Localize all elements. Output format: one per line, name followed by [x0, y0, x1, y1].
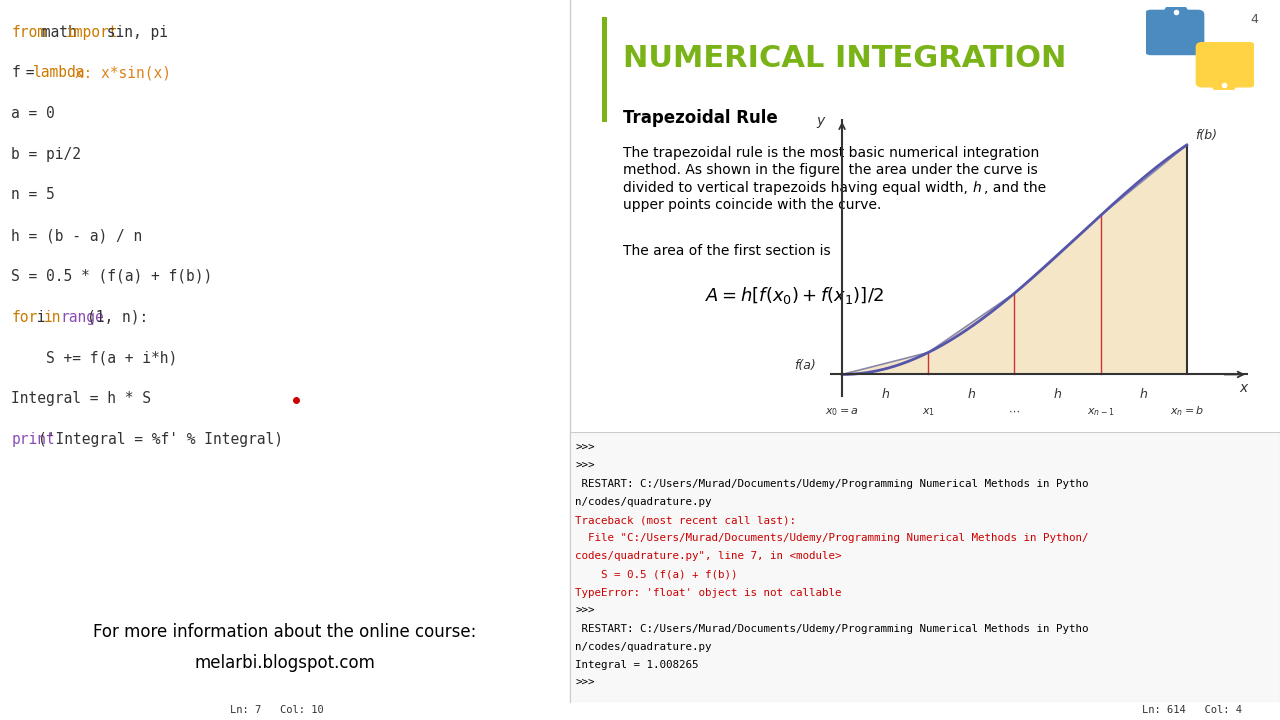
FancyBboxPatch shape	[602, 17, 607, 122]
Text: ('Integral = %f' % Integral): ('Integral = %f' % Integral)	[38, 432, 283, 446]
Text: n = 5: n = 5	[12, 187, 55, 202]
Text: i: i	[28, 310, 54, 325]
Text: for: for	[12, 310, 37, 325]
Text: RESTART: C:/Users/Murad/Documents/Udemy/Programming Numerical Methods in Pytho: RESTART: C:/Users/Murad/Documents/Udemy/…	[575, 624, 1089, 634]
Text: NUMERICAL INTEGRATION: NUMERICAL INTEGRATION	[623, 45, 1066, 73]
Text: The trapezoidal rule is the most basic numerical integration: The trapezoidal rule is the most basic n…	[623, 146, 1039, 160]
Text: 4: 4	[1251, 13, 1258, 26]
Polygon shape	[842, 145, 1187, 374]
Text: h: h	[968, 388, 975, 401]
Text: y: y	[815, 114, 824, 127]
Text: =: =	[17, 66, 44, 81]
Text: $x_0{=}a$: $x_0{=}a$	[826, 406, 859, 418]
Text: n/codes/quadrature.py: n/codes/quadrature.py	[575, 642, 712, 652]
Text: codes/quadrature.py", line 7, in <module>: codes/quadrature.py", line 7, in <module…	[575, 552, 842, 562]
Text: $A = h[f(x_0) + f(x_1)]/2$: $A = h[f(x_0) + f(x_1)]/2$	[704, 285, 883, 306]
Text: f(a): f(a)	[794, 359, 815, 372]
Text: h = (b - a) / n: h = (b - a) / n	[12, 228, 142, 243]
Text: from: from	[12, 24, 46, 40]
Text: x: x	[1239, 381, 1248, 395]
Text: h: h	[973, 181, 982, 195]
Text: math: math	[33, 24, 86, 40]
Text: File "C:/Users/Murad/Documents/Udemy/Programming Numerical Methods in Python/: File "C:/Users/Murad/Documents/Udemy/Pro…	[575, 534, 1089, 544]
Text: Integral = 1.008265: Integral = 1.008265	[575, 660, 699, 670]
Text: divided to vertical trapezoids having equal width,: divided to vertical trapezoids having eq…	[623, 181, 972, 195]
Text: x: x*sin(x): x: x*sin(x)	[65, 66, 170, 81]
Text: $x_n{=}b$: $x_n{=}b$	[1170, 404, 1204, 418]
Text: >>>: >>>	[575, 461, 595, 471]
Text: lambda: lambda	[33, 66, 86, 81]
Text: For more information about the online course:: For more information about the online co…	[93, 623, 476, 641]
Text: f(b): f(b)	[1196, 129, 1217, 142]
Text: a = 0: a = 0	[12, 106, 55, 121]
Text: b = pi/2: b = pi/2	[12, 147, 82, 162]
FancyBboxPatch shape	[570, 432, 1280, 702]
Text: melarbi.blogspot.com: melarbi.blogspot.com	[195, 654, 375, 672]
Text: $x_1$: $x_1$	[922, 406, 934, 418]
Text: RESTART: C:/Users/Murad/Documents/Udemy/Programming Numerical Methods in Pytho: RESTART: C:/Users/Murad/Documents/Udemy/…	[575, 479, 1089, 489]
Text: Trapezoidal Rule: Trapezoidal Rule	[623, 109, 778, 127]
FancyBboxPatch shape	[1196, 42, 1256, 88]
Text: , and the: , and the	[984, 181, 1047, 195]
Circle shape	[1212, 76, 1236, 94]
Text: n/codes/quadrature.py: n/codes/quadrature.py	[575, 497, 712, 507]
Text: range: range	[60, 310, 104, 325]
Text: $x_{n-1}$: $x_{n-1}$	[1087, 406, 1115, 418]
Text: h: h	[881, 388, 890, 401]
Text: S = 0.5 * (f(a) + f(b)): S = 0.5 * (f(a) + f(b))	[12, 269, 212, 284]
Text: upper points coincide with the curve.: upper points coincide with the curve.	[623, 198, 881, 212]
Text: Traceback (most recent call last):: Traceback (most recent call last):	[575, 516, 796, 525]
Text: f: f	[12, 66, 20, 81]
Text: S = 0.5 (f(a) + f(b)): S = 0.5 (f(a) + f(b))	[575, 570, 737, 580]
Text: Integral = h * S: Integral = h * S	[12, 391, 151, 406]
Text: Ln: 614   Col: 4: Ln: 614 Col: 4	[1142, 706, 1242, 715]
Text: sin, pi: sin, pi	[99, 24, 168, 40]
Text: (1, n):: (1, n):	[87, 310, 148, 325]
FancyBboxPatch shape	[1144, 9, 1204, 55]
Circle shape	[1164, 3, 1188, 22]
Text: h: h	[1053, 388, 1061, 401]
Text: h: h	[1139, 388, 1148, 401]
Text: >>>: >>>	[575, 443, 595, 453]
Text: >>>: >>>	[575, 606, 595, 616]
Text: $\cdots$: $\cdots$	[1009, 406, 1020, 416]
Text: TypeError: 'float' object is not callable: TypeError: 'float' object is not callabl…	[575, 588, 842, 598]
Text: print: print	[12, 432, 55, 446]
Text: S += f(a + i*h): S += f(a + i*h)	[12, 351, 178, 365]
Text: The area of the first section is: The area of the first section is	[623, 244, 831, 258]
Text: method. As shown in the figure, the area under the curve is: method. As shown in the figure, the area…	[623, 163, 1038, 177]
Text: in: in	[44, 310, 61, 325]
Text: import: import	[65, 24, 118, 40]
Text: Ln: 7   Col: 10: Ln: 7 Col: 10	[230, 706, 324, 715]
Text: >>>: >>>	[575, 678, 595, 688]
